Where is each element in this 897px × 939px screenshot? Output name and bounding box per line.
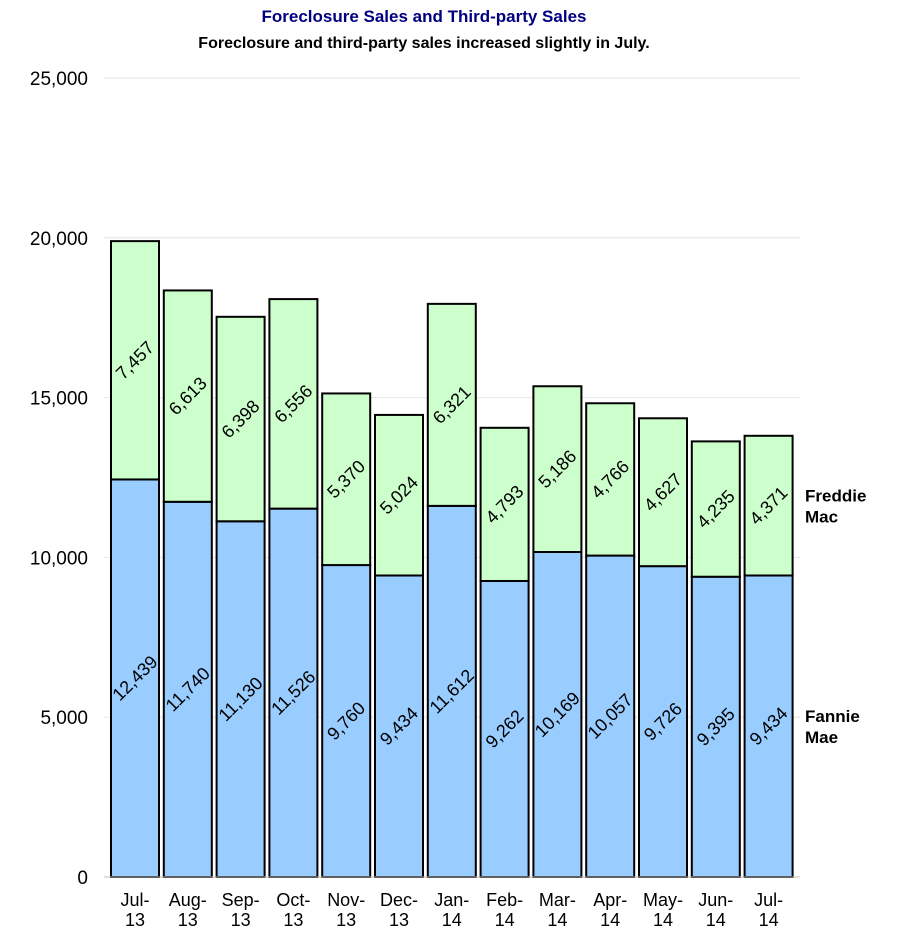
x-tick-label-line: Feb- [486, 890, 523, 910]
bar-freddie-mac [215, 315, 266, 523]
bar-fannie-mae [426, 504, 477, 878]
x-tick-label-line: Sep- [222, 890, 260, 910]
y-axis-ticks: 0 5,000 10,000 15,000 20,000 25,000 [30, 69, 88, 889]
bar-freddie-mac [162, 289, 213, 503]
x-tick-label-line: 14 [759, 910, 779, 930]
bar-freddie-mac [426, 302, 477, 507]
bars [110, 240, 794, 879]
legend-label-line: Mac [805, 508, 838, 527]
x-tick-label-line: 14 [600, 910, 620, 930]
x-tick-label-line: May- [643, 890, 683, 910]
bar-freddie-mac [110, 240, 160, 481]
bar-fannie-mae [268, 507, 319, 878]
legend-label-line: Fannie [805, 707, 860, 726]
chart-subtitle: Foreclosure and third-party sales increa… [198, 35, 649, 52]
bar-fannie-mae [743, 574, 794, 879]
x-tick-label-line: 14 [442, 910, 462, 930]
bar-fannie-mae [532, 550, 583, 879]
x-tick-label-line: Jan- [434, 890, 469, 910]
bar-freddie-mac [374, 413, 424, 577]
x-tick-label-line: 14 [706, 910, 726, 930]
bar-freddie-mac [268, 298, 319, 510]
x-tick-label-line: 13 [178, 910, 198, 930]
x-tick-label-line: Apr- [593, 890, 627, 910]
y-tick-label: 25,000 [30, 69, 88, 90]
x-tick-label-line: Aug- [169, 890, 207, 910]
x-axis-ticks: Jul-13Aug-13Sep-13Oct-13Nov-13Dec-13Jan-… [120, 890, 783, 930]
y-tick-label: 5,000 [40, 708, 88, 729]
x-tick-label: Apr-14 [593, 890, 627, 930]
x-tick-label-line: Jun- [698, 890, 733, 910]
bar-freddie-mac [690, 440, 741, 578]
x-tick-label-line: Oct- [276, 890, 310, 910]
x-tick-label-line: 13 [389, 910, 409, 930]
x-tick-label-line: 14 [547, 910, 567, 930]
bar-fannie-mae [479, 579, 530, 878]
x-tick-label-line: 13 [336, 910, 356, 930]
chart-title: Foreclosure Sales and Third-party Sales [261, 7, 586, 26]
x-tick-label-line: 13 [283, 910, 303, 930]
x-tick-label: Sep-13 [222, 890, 260, 930]
legend: Fannie Mae Freddie Mac [805, 487, 866, 748]
x-tick-label: Mar-14 [539, 890, 576, 930]
x-tick-label: Jul-14 [754, 890, 783, 930]
x-tick-label: Aug-13 [169, 890, 207, 930]
bar-fannie-mae [585, 554, 636, 879]
legend-fannie-mae: Fannie Mae [805, 707, 860, 747]
x-tick-label-line: Jul- [754, 890, 783, 910]
x-tick-label-line: Mar- [539, 890, 576, 910]
bar-freddie-mac [585, 402, 636, 557]
x-tick-label-line: Jul- [120, 890, 149, 910]
x-tick-label: Dec-13 [380, 890, 418, 930]
y-tick-label: 10,000 [30, 548, 88, 569]
x-tick-label: Jul-13 [120, 890, 149, 930]
bar-freddie-mac [743, 434, 794, 577]
bar-freddie-mac [321, 392, 372, 567]
x-tick-label: Oct-13 [276, 890, 310, 930]
x-tick-label: Jun-14 [698, 890, 733, 930]
x-tick-label: Jan-14 [434, 890, 469, 930]
bar-freddie-mac [638, 417, 688, 568]
x-tick-label-line: Nov- [327, 890, 365, 910]
y-tick-label: 15,000 [30, 389, 88, 410]
bar-fannie-mae [321, 564, 372, 878]
y-tick-label: 20,000 [30, 229, 88, 250]
x-tick-label: Feb-14 [486, 890, 523, 930]
x-tick-label-line: 14 [495, 910, 515, 930]
x-tick-label-line: 13 [125, 910, 145, 930]
legend-label-line: Mae [805, 728, 838, 747]
bar-freddie-mac [479, 426, 530, 582]
legend-freddie-mac: Freddie Mac [805, 487, 866, 527]
x-tick-label-line: Dec- [380, 890, 418, 910]
x-tick-label: Nov-13 [327, 890, 365, 930]
bar-fannie-mae [110, 478, 160, 878]
bar-freddie-mac [532, 385, 583, 553]
x-tick-label: May-14 [643, 890, 683, 930]
x-tick-label-line: 14 [653, 910, 673, 930]
y-tick-label: 0 [77, 868, 88, 889]
legend-label-line: Freddie [805, 487, 866, 506]
x-tick-label-line: 13 [231, 910, 251, 930]
